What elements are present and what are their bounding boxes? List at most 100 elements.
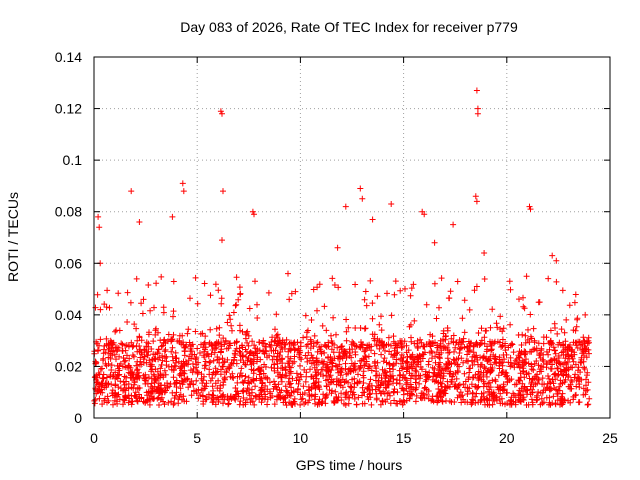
- data-point: [125, 381, 132, 387]
- data-point: [518, 385, 525, 392]
- data-point: [540, 399, 547, 406]
- data-point: [315, 382, 322, 389]
- data-point: [233, 274, 240, 281]
- data-point: [176, 332, 183, 339]
- data-point: [218, 300, 225, 307]
- data-point: [401, 338, 408, 345]
- data-point: [403, 381, 410, 388]
- data-point: [362, 353, 369, 359]
- data-point: [400, 364, 407, 371]
- data-point: [535, 376, 542, 383]
- data-point: [555, 365, 561, 372]
- data-point: [481, 276, 488, 282]
- data-point: [442, 336, 449, 343]
- y-tick-label: 0.04: [55, 307, 82, 323]
- data-point: [489, 365, 496, 371]
- data-point: [540, 387, 547, 394]
- data-point: [190, 381, 197, 388]
- data-point: [540, 358, 547, 365]
- data-point: [210, 357, 217, 364]
- data-point: [173, 379, 180, 386]
- data-point: [489, 401, 496, 408]
- data-point: [552, 386, 559, 393]
- data-point: [513, 356, 520, 363]
- data-point: [197, 350, 203, 356]
- data-point: [236, 284, 243, 291]
- data-point: [486, 379, 493, 386]
- data-point: [134, 366, 141, 373]
- data-point: [525, 360, 532, 367]
- data-point: [576, 381, 583, 388]
- data-point: [432, 353, 439, 360]
- data-point: [144, 398, 150, 404]
- data-point: [387, 400, 394, 407]
- data-point: [399, 401, 406, 408]
- data-point: [214, 356, 221, 363]
- data-point: [399, 365, 405, 372]
- data-point: [193, 354, 200, 361]
- data-point: [293, 370, 300, 377]
- data-point: [501, 356, 508, 363]
- data-point: [528, 380, 535, 387]
- data-point: [576, 339, 583, 346]
- data-point: [400, 391, 407, 398]
- data-point: [350, 389, 357, 396]
- data-point: [545, 275, 552, 282]
- data-point: [107, 355, 114, 362]
- data-point: [573, 383, 580, 390]
- data-point: [416, 380, 423, 387]
- data-point: [557, 380, 564, 387]
- data-point: [350, 366, 357, 373]
- data-point: [227, 316, 234, 323]
- data-point: [151, 379, 158, 386]
- data-point: [350, 340, 357, 347]
- data-point: [341, 348, 347, 355]
- data-point: [469, 374, 476, 381]
- data-point: [286, 296, 293, 303]
- data-point: [352, 351, 359, 358]
- data-point: [319, 322, 326, 329]
- data-point: [181, 352, 188, 359]
- data-point: [311, 332, 318, 339]
- data-point: [382, 347, 388, 354]
- data-point: [165, 399, 172, 406]
- data-point: [500, 325, 507, 332]
- data-point: [219, 355, 226, 362]
- data-point: [558, 326, 565, 333]
- data-point: [247, 399, 254, 406]
- data-point: [433, 315, 440, 322]
- data-point: [376, 345, 383, 352]
- data-point: [481, 334, 488, 341]
- data-point: [304, 355, 311, 362]
- y-tick-label: 0.02: [55, 358, 82, 374]
- data-point: [475, 371, 482, 378]
- data-point: [368, 367, 375, 374]
- data-point: [187, 295, 193, 302]
- data-point: [213, 325, 220, 332]
- data-point: [222, 376, 228, 383]
- data-point: [454, 367, 461, 374]
- data-point: [397, 339, 404, 346]
- data-point: [413, 392, 420, 399]
- data-point: [572, 371, 579, 378]
- data-point: [161, 367, 168, 374]
- data-point: [412, 398, 419, 405]
- data-point: [180, 188, 187, 195]
- data-point: [456, 337, 463, 343]
- data-point: [207, 377, 214, 384]
- data-point: [135, 369, 142, 376]
- data-point: [323, 344, 330, 350]
- data-point: [573, 323, 580, 330]
- data-point: [129, 368, 136, 375]
- data-point: [437, 366, 444, 373]
- data-point: [310, 375, 317, 382]
- data-point: [272, 337, 279, 344]
- data-point: [394, 344, 400, 351]
- data-point: [585, 334, 592, 341]
- data-point: [461, 370, 468, 377]
- data-point: [112, 381, 119, 388]
- data-point: [266, 379, 273, 386]
- data-point: [414, 344, 421, 351]
- data-point: [517, 391, 524, 398]
- data-point: [141, 353, 148, 360]
